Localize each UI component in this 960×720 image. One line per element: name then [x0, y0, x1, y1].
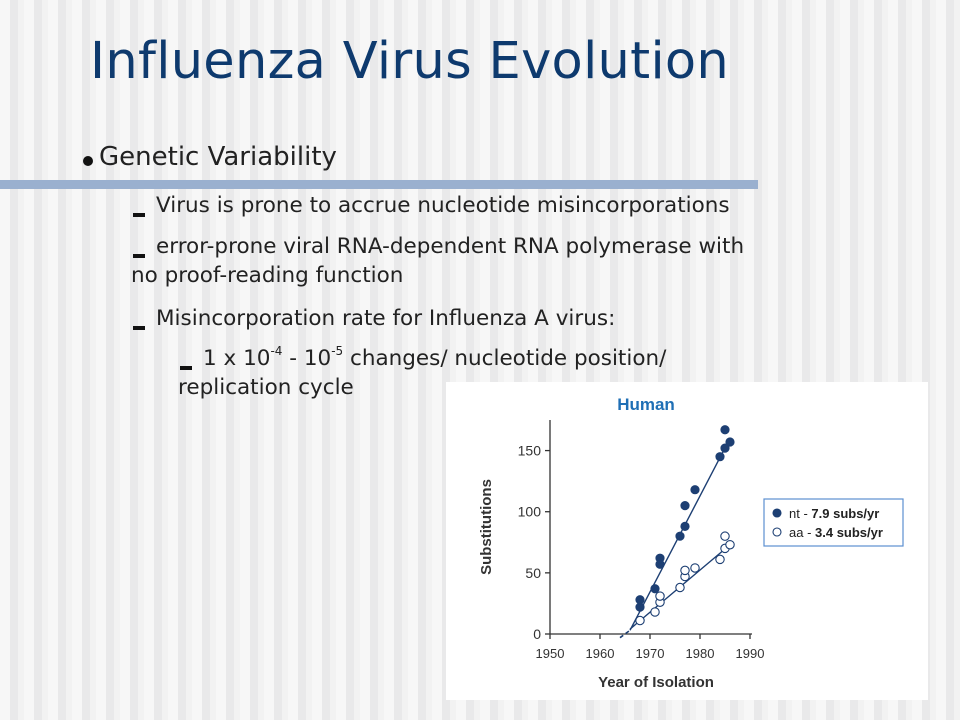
aa-point — [635, 615, 645, 626]
polymerase-line-2: no proof-reading function — [131, 263, 404, 288]
sub-bullet-polymerase: error-prone viral RNA-dependent RNA poly… — [131, 232, 744, 290]
nt-point — [655, 559, 665, 569]
nt-point — [725, 437, 735, 447]
aa-point — [675, 582, 685, 593]
y-tick-label: 150 — [518, 443, 542, 459]
nt-point — [650, 584, 660, 594]
aa-extrapolation-line — [619, 629, 631, 639]
x-tick-label: 1980 — [686, 646, 715, 661]
legend-marker-aa — [772, 527, 782, 537]
y-tick-label: 50 — [525, 565, 541, 581]
x-tick-label: 1990 — [736, 646, 765, 661]
nt-point — [720, 425, 730, 435]
legend-series-name: nt - — [789, 506, 811, 521]
sub-bullet-misincorporations: Virus is prone to accrue nucleotide misi… — [156, 193, 730, 218]
sub-bullet-dash — [133, 213, 145, 217]
rate-units: changes/ nucleotide position/ — [343, 346, 667, 371]
sub-bullet-dash — [133, 326, 145, 330]
aa-point — [680, 565, 690, 576]
slide-title: Influenza Virus Evolution — [90, 32, 730, 91]
bullet-genetic-variability: Genetic Variability — [99, 142, 337, 172]
aa-point — [720, 531, 730, 541]
y-axis-label: Substitutions — [478, 479, 495, 575]
legend-series-name: aa - — [789, 525, 815, 540]
nt-point — [675, 531, 685, 541]
polymerase-line-1: error-prone viral RNA-dependent RNA poly… — [156, 234, 745, 259]
rate-line-2: replication cycle — [178, 375, 354, 400]
chart-title: Human — [617, 395, 675, 414]
aa-point — [715, 554, 725, 565]
nt-point — [720, 443, 730, 453]
nt-point — [690, 485, 700, 495]
legend-series-rate: 7.9 subs/yr — [811, 506, 879, 521]
nt-point — [635, 595, 645, 605]
chart-svg: Human 0 50 100 150 1950 1960 1970 1980 1990 Year o… — [478, 395, 904, 691]
legend-label-aa: aa - 3.4 subs/yr — [789, 525, 883, 540]
legend-marker-nt — [772, 508, 782, 518]
aa-point — [690, 563, 700, 573]
substitution-chart: Human 0 50 100 150 1950 1960 1970 1980 1990 Year o… — [446, 382, 928, 700]
y-tick-label: 100 — [518, 504, 542, 520]
rate-base: 1 x 10 — [203, 346, 271, 371]
nt-point — [680, 521, 690, 531]
aa-point — [725, 539, 735, 550]
sub-bullet-dash — [133, 254, 145, 258]
x-tick-label: 1950 — [536, 646, 565, 661]
title-divider — [0, 180, 758, 189]
rate-exponent-1: -4 — [270, 344, 283, 358]
x-axis-label: Year of Isolation — [598, 674, 714, 691]
legend-box — [763, 498, 904, 547]
nt-point — [680, 501, 690, 511]
rate-exponent-2: -5 — [331, 344, 344, 358]
legend-series-rate: 3.4 subs/yr — [815, 525, 883, 540]
x-tick-label: 1970 — [636, 646, 665, 661]
nt-point — [715, 452, 725, 462]
x-tick-label: 1960 — [586, 646, 615, 661]
sub-sub-bullet-rate-value: 1 x 10-4 - 10-5 changes/ nucleotide posi… — [178, 344, 666, 402]
aa-point — [655, 591, 665, 601]
sub-bullet-rate: Misincorporation rate for Influenza A vi… — [156, 306, 616, 331]
bullet-dot — [83, 156, 93, 166]
sub-sub-bullet-dash — [180, 366, 192, 370]
rate-mid: - 10 — [282, 346, 332, 371]
aa-point — [650, 607, 660, 617]
y-tick-label: 0 — [533, 626, 541, 642]
legend-label-nt: nt - 7.9 subs/yr — [789, 506, 879, 521]
